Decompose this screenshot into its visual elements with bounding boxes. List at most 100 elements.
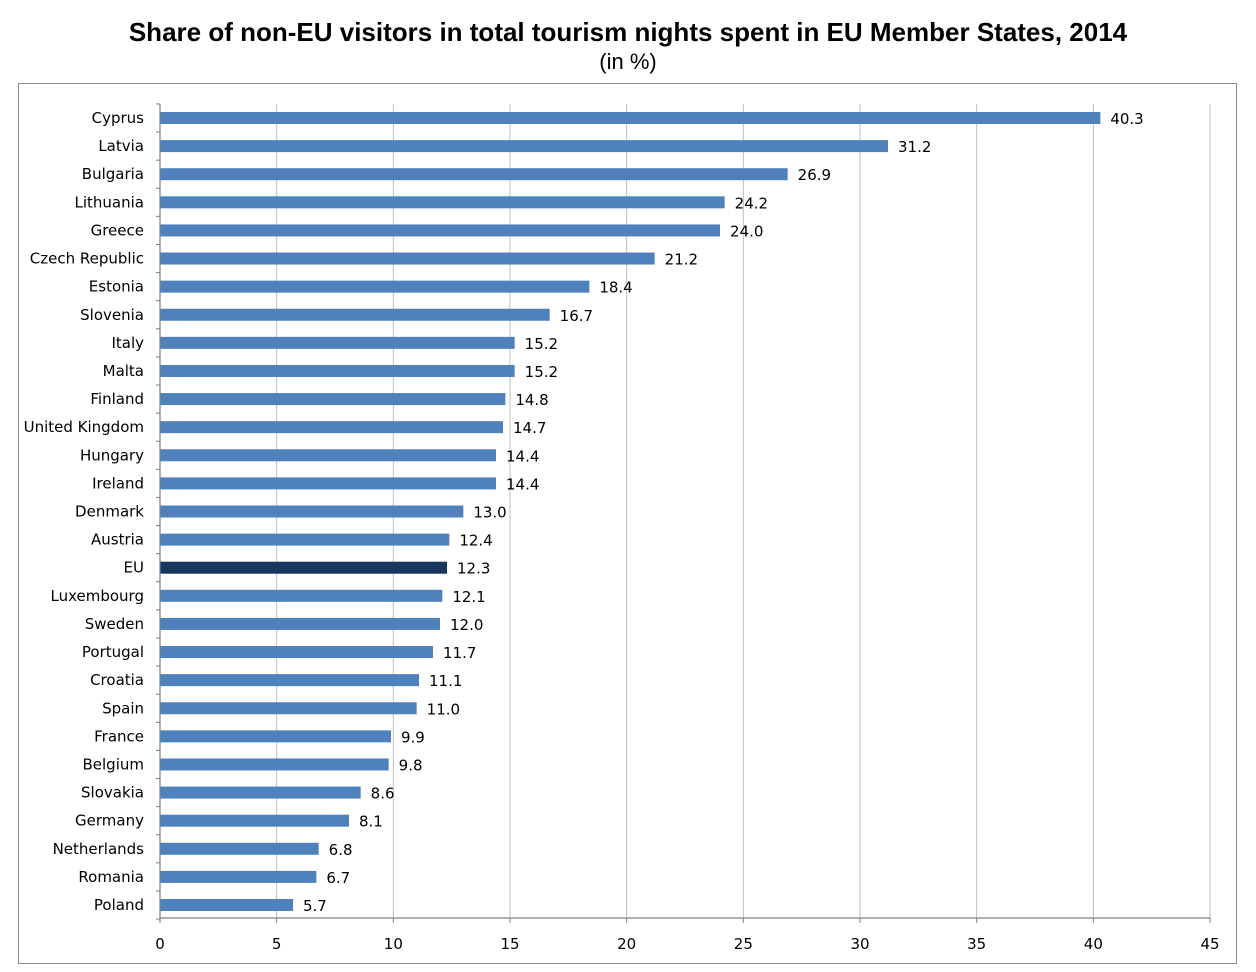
value-label: 14.4 — [506, 475, 539, 493]
category-label: Denmark — [75, 503, 144, 521]
x-tick-label: 10 — [384, 935, 403, 953]
value-label: 13.0 — [473, 504, 506, 522]
value-label: 8.6 — [371, 785, 395, 803]
x-tick-label: 5 — [272, 935, 282, 953]
x-axis: 0 5 10 15 20 25 30 35 40 45 — [155, 103, 1220, 953]
bar — [160, 168, 788, 181]
category-label: Latvia — [98, 137, 144, 155]
bar — [160, 505, 464, 518]
value-label: 18.4 — [599, 279, 632, 297]
bars — [160, 112, 1101, 911]
category-label: EU — [124, 559, 144, 577]
labels: Cyprus 40.3 Latvia 31.2 Bulgaria 26.9 Lithuani… — [24, 109, 1144, 915]
bar — [160, 364, 515, 377]
category-label: Ireland — [92, 474, 144, 492]
bar — [160, 758, 389, 771]
value-label: 15.2 — [525, 335, 558, 353]
x-tick-label: 30 — [850, 935, 869, 953]
category-label: Cyprus — [92, 109, 145, 127]
bar — [160, 814, 349, 827]
category-label: Lithuania — [75, 193, 144, 211]
bar — [160, 646, 433, 659]
bar — [160, 308, 550, 321]
bar — [160, 674, 419, 687]
bar — [160, 617, 440, 630]
bar — [160, 702, 417, 715]
x-tick-label: 25 — [734, 935, 753, 953]
category-label: Netherlands — [53, 840, 145, 858]
value-label: 24.2 — [735, 194, 768, 212]
value-label: 12.3 — [457, 560, 490, 578]
bar — [160, 842, 319, 855]
value-label: 6.8 — [329, 841, 353, 859]
value-label: 8.1 — [359, 813, 383, 831]
bar — [160, 899, 293, 911]
bar — [160, 870, 317, 883]
category-label: Portugal — [82, 643, 144, 661]
category-label: Greece — [91, 221, 144, 239]
value-label: 9.9 — [401, 728, 425, 746]
category-label: Romania — [78, 868, 144, 886]
value-label: 14.4 — [506, 447, 539, 465]
category-label: Belgium — [83, 755, 145, 773]
category-label: Slovenia — [80, 306, 144, 324]
category-label: Estonia — [89, 278, 144, 296]
bar — [160, 533, 450, 546]
category-label: Poland — [94, 896, 144, 914]
chart-frame — [18, 83, 1237, 964]
category-label: United Kingdom — [24, 418, 144, 436]
category-label: Austria — [91, 531, 144, 549]
bar — [160, 224, 720, 237]
value-label: 9.8 — [399, 756, 423, 774]
x-tick-label: 45 — [1200, 935, 1219, 953]
value-label: 11.1 — [429, 672, 462, 690]
chart-subtitle: (in %) — [599, 49, 657, 74]
value-label: 5.7 — [303, 897, 327, 915]
value-label: 14.8 — [515, 391, 548, 409]
category-label: Czech Republic — [30, 250, 144, 268]
category-label: Italy — [111, 334, 144, 352]
bar — [160, 561, 447, 574]
bar — [160, 140, 888, 153]
value-label: 16.7 — [560, 307, 593, 325]
bar — [160, 421, 503, 434]
category-label: Malta — [103, 362, 144, 380]
bar — [160, 393, 506, 406]
bar — [160, 280, 590, 293]
value-label: 40.3 — [1110, 110, 1143, 128]
x-tick-label: 35 — [967, 935, 986, 953]
bar — [160, 589, 443, 602]
category-label: Sweden — [85, 615, 144, 633]
category-label: Spain — [102, 699, 144, 717]
bar — [160, 730, 391, 743]
bar — [160, 336, 515, 349]
bar — [160, 477, 496, 490]
category-label: Slovakia — [81, 784, 144, 802]
x-tick-label: 20 — [617, 935, 636, 953]
value-label: 21.2 — [665, 251, 698, 269]
value-label: 11.7 — [443, 644, 476, 662]
category-label: Finland — [90, 390, 144, 408]
gridlines — [276, 104, 1211, 918]
value-label: 14.7 — [513, 419, 546, 437]
category-label: Luxembourg — [51, 587, 145, 605]
chart-title: Share of non-EU visitors in total touris… — [128, 17, 1128, 47]
category-label: Croatia — [90, 671, 144, 689]
value-label: 12.1 — [452, 588, 485, 606]
category-label: Germany — [75, 812, 144, 830]
value-label: 6.7 — [326, 869, 350, 887]
value-label: 26.9 — [798, 166, 831, 184]
value-label: 12.0 — [450, 616, 483, 634]
bar — [160, 196, 725, 209]
value-label: 31.2 — [898, 138, 931, 156]
category-label: France — [94, 727, 144, 745]
value-label: 15.2 — [525, 363, 558, 381]
bar — [160, 449, 496, 462]
value-label: 11.0 — [427, 700, 460, 718]
value-label: 12.4 — [459, 532, 492, 550]
x-tick-label: 0 — [155, 935, 165, 953]
bar — [160, 112, 1101, 124]
value-label: 24.0 — [730, 222, 763, 240]
x-tick-label: 15 — [500, 935, 519, 953]
